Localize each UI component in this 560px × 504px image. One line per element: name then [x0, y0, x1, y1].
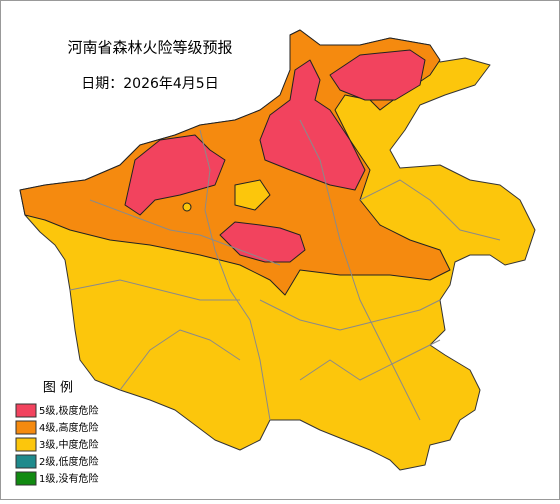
- level-3-island: [182, 202, 192, 212]
- level-5-area: [124, 134, 226, 216]
- legend-label: 4级,高度危险: [39, 421, 99, 434]
- level-5-area: [219, 221, 306, 263]
- legend-label: 2级,低度危险: [39, 455, 99, 468]
- level-5-area: [329, 49, 426, 101]
- legend-swatch: [15, 403, 37, 418]
- map-title: 河南省森林火险等级预报: [67, 39, 232, 57]
- level-3-island: [234, 179, 271, 211]
- legend-swatch: [15, 420, 37, 435]
- legend-swatch: [15, 454, 37, 469]
- legend-title: 图 例: [43, 381, 73, 396]
- legend-label: 3级,中度危险: [39, 438, 99, 451]
- level-5-area: [259, 59, 366, 191]
- county-borders: [69, 119, 501, 421]
- legend-label: 1级,没有危险: [39, 472, 99, 485]
- legend: 图 例 5级,极度危险 4级,高度危险 3级,中度危险 2级,低度危险 1级,没有危险: [15, 381, 99, 486]
- legend-swatch: [15, 437, 37, 452]
- province-map: [19, 29, 536, 471]
- legend-swatch: [15, 471, 37, 486]
- map-date: 日期：2026年4月5日: [81, 76, 218, 92]
- legend-label: 5级,极度危险: [39, 404, 99, 417]
